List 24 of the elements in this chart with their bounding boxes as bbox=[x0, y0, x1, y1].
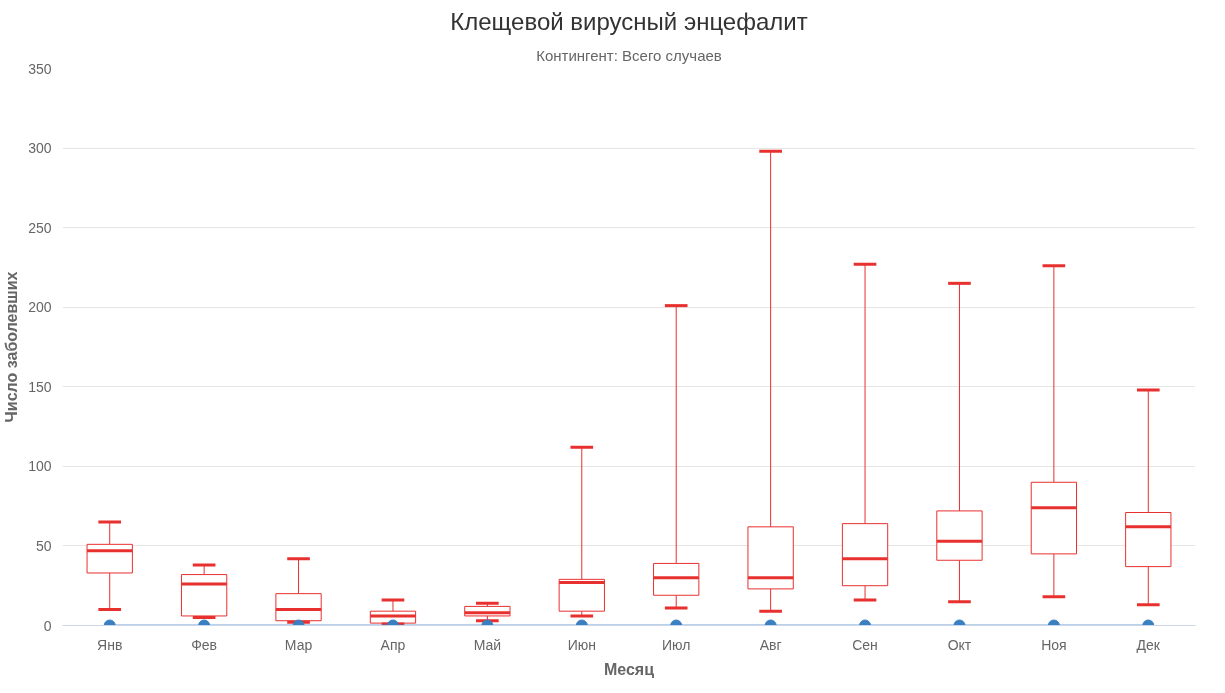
x-tick-label: Авг bbox=[759, 636, 782, 653]
x-tick-label: Фев bbox=[191, 636, 218, 653]
x-tick-label: Дек bbox=[1136, 636, 1161, 653]
y-tick-label: 250 bbox=[28, 219, 52, 236]
x-tick-label: Июл bbox=[662, 636, 691, 653]
y-tick-label: 150 bbox=[28, 378, 52, 395]
x-tick-label: Окт bbox=[947, 636, 972, 653]
chart-title: Клещевой вирусный энцефалит bbox=[450, 7, 808, 35]
x-tick-label: Мар bbox=[284, 636, 313, 653]
x-tick-label: Май bbox=[473, 636, 502, 653]
y-axis-title: Число заболевших bbox=[3, 271, 21, 423]
y-tick-label: 100 bbox=[28, 458, 52, 475]
y-tick-label: 0 bbox=[43, 617, 52, 634]
x-tick-label: Апр bbox=[380, 636, 406, 653]
y-tick-label: 50 bbox=[35, 537, 52, 554]
x-tick-label: Сен bbox=[852, 636, 878, 653]
y-tick-label: 300 bbox=[28, 140, 52, 157]
x-tick-label: Янв bbox=[97, 636, 123, 653]
chart-subtitle: Контингент: Всего случаев bbox=[536, 46, 722, 64]
y-tick-label: 200 bbox=[28, 299, 52, 316]
x-axis-title: Месяц bbox=[603, 660, 655, 678]
y-tick-label: 350 bbox=[28, 60, 52, 77]
x-tick-label: Ноя bbox=[1041, 636, 1067, 653]
x-tick-label: Июн bbox=[567, 636, 596, 653]
